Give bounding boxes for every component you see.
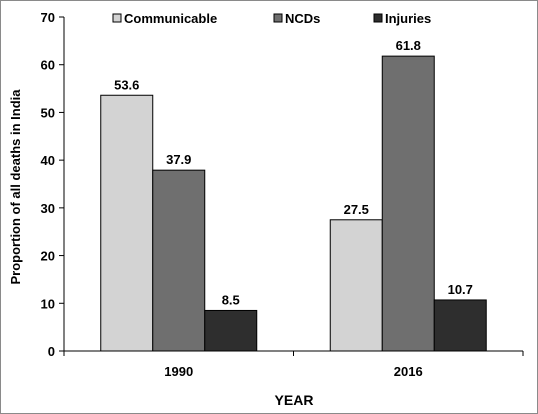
data-label: 53.6 [114, 77, 139, 92]
data-label: 10.7 [448, 282, 473, 297]
y-tick-label: 30 [41, 201, 55, 216]
data-label: 8.5 [222, 292, 240, 307]
data-label: 27.5 [344, 202, 369, 217]
value-labels: 53.6 37.9 8.5 27.5 61.8 10.7 [114, 38, 473, 307]
y-axis-label: Proportion of all deaths in India [8, 89, 23, 285]
y-tick-label: 70 [41, 10, 55, 25]
legend-label: Injuries [385, 11, 431, 26]
x-axis: 1990 2016 [63, 350, 524, 379]
y-tick-label: 0 [48, 344, 55, 359]
legend-swatch [373, 13, 383, 23]
bar-ncds-1990 [152, 169, 206, 352]
legend-label: NCDs [285, 11, 320, 26]
y-tick-label: 10 [41, 296, 55, 311]
y-tick-label: 20 [41, 249, 55, 264]
legend: Communicable NCDs Injuries [112, 11, 431, 26]
bar-ncds-2016 [381, 55, 435, 352]
y-tick-label: 60 [41, 58, 55, 73]
y-tick-label: 40 [41, 153, 55, 168]
bar-communicable-1990 [100, 94, 154, 352]
x-tick-label: 2016 [394, 364, 423, 379]
bar-communicable-2016 [329, 219, 383, 352]
bar-injuries-1990 [204, 309, 258, 352]
bar-injuries-2016 [433, 299, 487, 352]
x-tick-label: 1990 [164, 364, 193, 379]
y-tick-label: 50 [41, 105, 55, 120]
y-axis: 0 10 20 30 40 50 60 70 [41, 10, 65, 359]
bars [100, 55, 487, 352]
legend-swatch [273, 13, 283, 23]
legend-label: Communicable [124, 11, 217, 26]
data-label: 37.9 [166, 152, 191, 167]
legend-swatch [112, 13, 122, 23]
data-label: 61.8 [396, 38, 421, 53]
x-axis-label: YEAR [275, 392, 314, 408]
